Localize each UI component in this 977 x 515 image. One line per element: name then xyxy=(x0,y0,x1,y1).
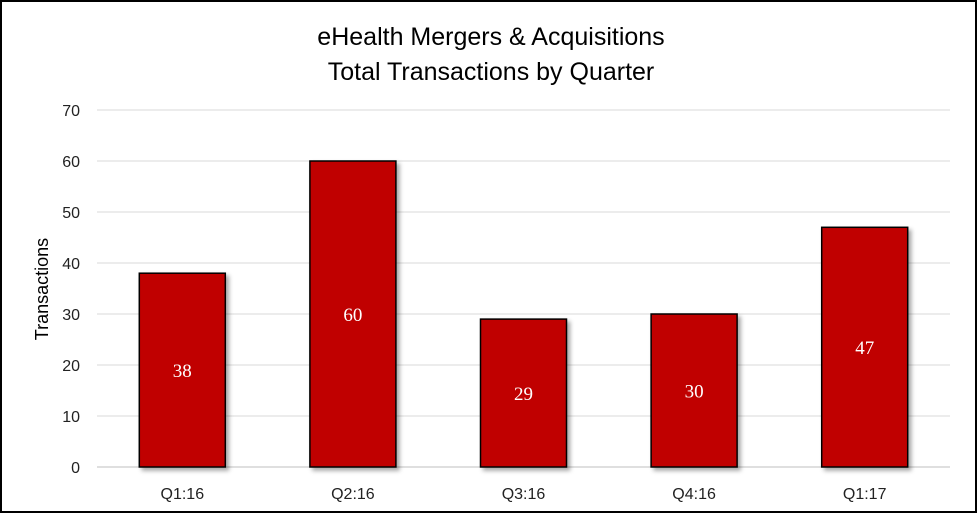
bar xyxy=(138,272,227,468)
y-axis-title: Transactions xyxy=(32,238,52,340)
y-tick-label: 50 xyxy=(62,205,80,222)
x-tick-label: Q1:17 xyxy=(843,486,887,503)
data-label: 47 xyxy=(855,338,874,359)
data-label: 60 xyxy=(343,305,362,326)
data-labels: 38 60 29 30 47 xyxy=(173,305,874,405)
y-tick-label: 40 xyxy=(62,256,80,273)
y-tick-label: 60 xyxy=(62,154,80,171)
x-tick-label: Q4:16 xyxy=(672,486,716,503)
bars xyxy=(138,160,909,468)
data-label: 38 xyxy=(173,361,192,382)
x-tick-label: Q1:16 xyxy=(161,486,205,503)
chart-title: eHealth Mergers & Acquisitions xyxy=(317,23,664,51)
bar xyxy=(650,313,738,468)
y-axis-ticks: 0 10 20 30 40 50 60 70 xyxy=(62,103,80,477)
x-tick-label: Q3:16 xyxy=(502,486,546,503)
y-tick-label: 10 xyxy=(62,409,80,426)
data-label: 30 xyxy=(685,382,704,403)
y-tick-label: 20 xyxy=(62,358,80,375)
bar xyxy=(820,226,909,468)
y-tick-label: 30 xyxy=(62,307,80,324)
bar xyxy=(309,160,397,468)
chart-subtitle: Total Transactions by Quarter xyxy=(328,58,655,86)
bar xyxy=(479,318,568,468)
x-axis-ticks: Q1:16 Q2:16 Q3:16 Q4:16 Q1:17 xyxy=(161,486,887,503)
y-tick-label: 70 xyxy=(62,103,80,120)
data-label: 29 xyxy=(514,384,533,405)
x-tick-label: Q2:16 xyxy=(331,486,375,503)
y-tick-label: 0 xyxy=(71,460,80,477)
